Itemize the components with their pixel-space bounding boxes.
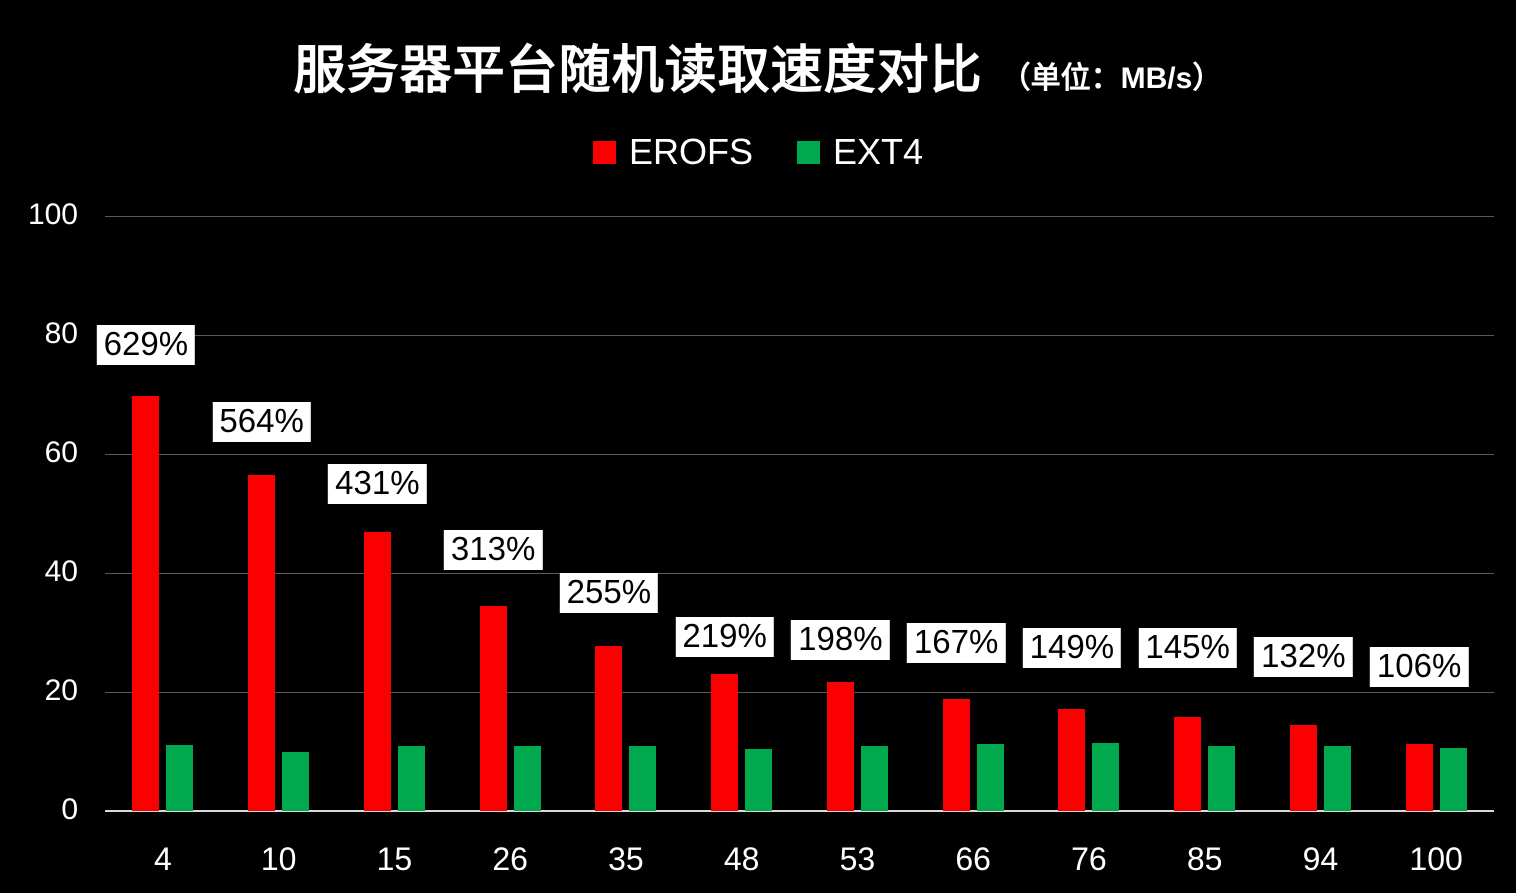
bar-ext4 [860,745,888,811]
bar-value-label: 564% [212,402,311,443]
bar-ext4 [397,746,425,811]
x-tick-label: 4 [153,841,172,877]
bar-value-label: 198% [791,619,890,660]
x-tick-label: 85 [1186,841,1223,877]
bar-ext4 [1439,747,1467,811]
gridline [105,691,1494,693]
bar-ext4 [1208,746,1236,811]
bar-erofs [1405,744,1433,811]
y-tick-label: 100 [27,198,78,231]
bar-ext4 [629,746,657,811]
gridline [105,334,1494,336]
bar-erofs [132,395,160,811]
bar-erofs [248,475,276,811]
chart-title-unit: （单位：MB/s） [1000,62,1223,95]
bar-erofs [1058,708,1086,811]
bar-ext4 [1092,742,1120,811]
gridline [105,453,1494,455]
bar-ext4 [745,748,773,811]
bar-ext4 [513,745,541,811]
bar-erofs [1174,716,1202,811]
bar-erofs [826,681,854,811]
bar-value-label: 106% [1369,647,1469,688]
gridline [105,215,1494,217]
x-tick-label: 26 [492,841,528,877]
bar-value-label: 431% [328,464,427,504]
bar-ext4 [976,743,1004,811]
bar-erofs [479,605,507,811]
legend-swatch-ext4-icon [796,140,820,164]
bar-value-label: 629% [96,324,196,365]
gridline [105,572,1494,574]
bar-ext4 [166,744,194,811]
y-tick-label: 80 [44,317,78,350]
legend: EROFS EXT4 [0,134,1516,170]
x-tick-label: 94 [1302,841,1339,877]
x-tick-label: 10 [260,841,297,877]
bar-value-label: 132% [1254,637,1353,678]
y-tick-label: 0 [61,793,78,826]
legend-label-ext4: EXT4 [832,131,924,172]
bar-erofs [711,674,739,811]
chart-title-row: 服务器平台随机读取速度对比 （单位：MB/s） [0,28,1516,103]
bar-value-label: 255% [559,572,659,613]
bar-value-label: 145% [1138,628,1237,668]
bar-value-label: 313% [443,529,543,570]
legend-item-ext4: EXT4 [796,131,924,172]
bar-value-label: 167% [906,622,1006,663]
legend-swatch-erofs-icon [592,140,616,164]
y-tick-label: 20 [44,674,78,707]
bar-value-label: 219% [675,617,774,658]
x-tick-label: 15 [376,841,413,877]
x-tick-label: 53 [839,841,876,877]
x-axis-line [105,810,1494,812]
y-tick-label: 60 [44,436,78,469]
bar-erofs [363,531,391,811]
x-tick-label: 100 [1409,841,1463,877]
x-tick-label: 48 [723,841,760,877]
bar-erofs [1289,725,1317,811]
bar-erofs [595,645,623,811]
bar-ext4 [282,751,310,811]
bar-ext4 [1323,746,1351,811]
bar-erofs [942,698,970,811]
legend-label-erofs: EROFS [628,131,753,172]
x-tick-label: 35 [608,841,644,877]
y-tick-label: 40 [44,555,78,588]
chart-title: 服务器平台随机读取速度对比 [293,42,983,100]
legend-item-erofs: EROFS [592,131,753,172]
bar-value-label: 149% [1022,627,1122,668]
x-tick-label: 66 [955,841,991,877]
x-tick-label: 76 [1071,841,1107,877]
